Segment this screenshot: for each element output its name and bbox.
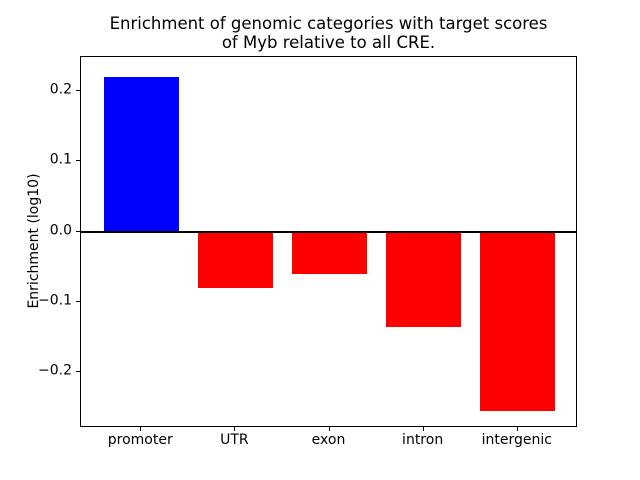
zero-line [81,230,576,233]
y-tick-label-−0.2: −0.2 [38,363,72,380]
y-tick-label-−0.1: −0.1 [38,292,72,309]
y-tick-label-0.2: 0.2 [49,81,72,98]
bar-UTR [197,231,274,288]
x-tick-label-UTR: UTR [220,432,249,448]
x-tick-label-intron: intron [402,432,444,448]
y-tick-mark-0.1 [76,160,80,162]
x-tick-mark-intron [422,427,424,431]
y-tick-mark-0.0 [76,230,80,232]
y-tick-mark-−0.1 [76,300,80,302]
y-tick-label-0.0: 0.0 [49,222,72,239]
x-tick-label-intergenic: intergenic [481,432,552,448]
x-tick-label-exon: exon [311,432,346,448]
plot-area [80,56,577,427]
y-tick-label-0.1: 0.1 [49,151,72,168]
x-tick-mark-promoter [140,427,142,431]
x-tick-mark-exon [328,427,330,431]
bar-promoter [103,76,179,232]
y-tick-mark-0.2 [76,89,80,91]
bar-intron [385,231,462,327]
y-tick-mark-−0.2 [76,371,80,373]
x-tick-mark-intergenic [516,427,518,431]
x-tick-label-promoter: promoter [107,432,173,448]
x-tick-mark-UTR [234,427,236,431]
bar-intergenic [480,231,556,412]
y-axis-label: Enrichment (log10) [26,173,42,309]
chart-title: Enrichment of genomic categories with ta… [109,14,548,52]
bar-exon [291,231,368,274]
